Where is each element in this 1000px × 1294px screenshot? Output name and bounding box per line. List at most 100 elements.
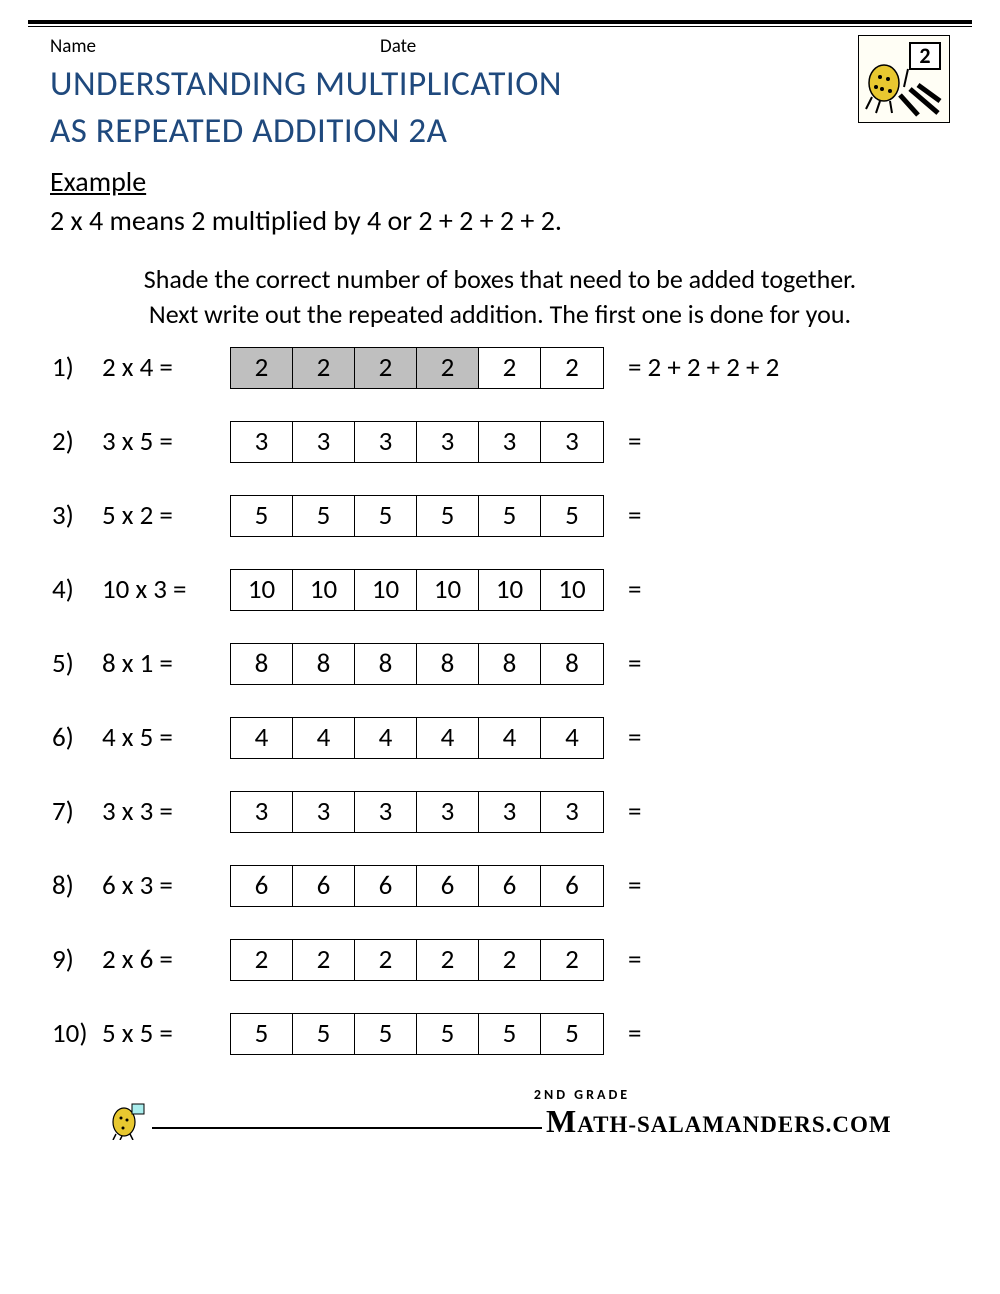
- box-cell: 3: [355, 792, 417, 832]
- boxes-strip: 555555: [230, 495, 604, 537]
- box-cell: 5: [293, 1014, 355, 1054]
- box-cell: 2: [231, 940, 293, 980]
- problem-answer: = 2 + 2 + 2 + 2: [604, 351, 779, 384]
- box-cell: 3: [355, 422, 417, 462]
- problem-row: 4)10 x 3 =101010101010=: [50, 568, 950, 612]
- box-cell: 5: [231, 1014, 293, 1054]
- problem-answer: =: [604, 869, 641, 902]
- problem-expression: 2 x 4 =: [102, 351, 230, 384]
- worksheet-title: UNDERSTANDING MULTIPLICATION AS REPEATED…: [50, 61, 950, 156]
- box-cell: 2: [479, 940, 541, 980]
- example-text: 2 x 4 means 2 multiplied by 4 or 2 + 2 +…: [50, 203, 950, 238]
- problem-number: 9): [50, 943, 102, 976]
- box-cell: 2: [355, 940, 417, 980]
- problem-answer: =: [604, 943, 641, 976]
- box-cell: 3: [417, 792, 479, 832]
- problem-row: 1)2 x 4 =222222= 2 + 2 + 2 + 2: [50, 346, 950, 390]
- date-label: Date: [380, 35, 858, 58]
- boxes-strip: 555555: [230, 1013, 604, 1055]
- problem-expression: 8 x 1 =: [102, 647, 230, 680]
- problem-row: 5)8 x 1 =888888=: [50, 642, 950, 686]
- boxes-strip: 666666: [230, 865, 604, 907]
- box-cell: 3: [541, 422, 603, 462]
- boxes-strip: 222222: [230, 347, 604, 389]
- instructions: Shade the correct number of boxes that n…: [50, 262, 950, 332]
- box-cell: 5: [293, 496, 355, 536]
- problem-number: 4): [50, 573, 102, 606]
- footer: 2ND GRADE MATH-SALAMANDERS.COM: [50, 1086, 950, 1165]
- box-cell: 2: [417, 940, 479, 980]
- problem-number: 6): [50, 721, 102, 754]
- box-cell: 2: [355, 348, 417, 388]
- problem-expression: 5 x 2 =: [102, 499, 230, 532]
- problem-expression: 5 x 5 =: [102, 1017, 230, 1050]
- box-cell: 5: [541, 496, 603, 536]
- footer-salamander-icon: [108, 1100, 146, 1140]
- svg-text:2: 2: [919, 42, 930, 69]
- title-line-1: UNDERSTANDING MULTIPLICATION: [50, 63, 562, 105]
- box-cell: 5: [479, 1014, 541, 1054]
- box-cell: 10: [293, 570, 355, 610]
- box-cell: 5: [231, 496, 293, 536]
- box-cell: 3: [417, 422, 479, 462]
- box-cell: 8: [355, 644, 417, 684]
- boxes-strip: 222222: [230, 939, 604, 981]
- box-cell: 10: [355, 570, 417, 610]
- boxes-strip: 101010101010: [230, 569, 604, 611]
- problem-expression: 3 x 5 =: [102, 425, 230, 458]
- worksheet-page: Name Date 2 UNDERSTANDING MULTIPLICATION…: [0, 27, 1000, 1165]
- box-cell: 6: [479, 866, 541, 906]
- problem-answer: =: [604, 647, 641, 680]
- instructions-line-1: Shade the correct number of boxes that n…: [144, 263, 856, 295]
- box-cell: 3: [231, 422, 293, 462]
- box-cell: 4: [355, 718, 417, 758]
- problem-answer: =: [604, 425, 641, 458]
- boxes-strip: 444444: [230, 717, 604, 759]
- salamander-logo-icon: 2: [862, 39, 946, 119]
- box-cell: 4: [417, 718, 479, 758]
- problem-number: 5): [50, 647, 102, 680]
- box-cell: 2: [479, 348, 541, 388]
- box-cell: 2: [541, 348, 603, 388]
- problem-expression: 10 x 3 =: [102, 573, 230, 606]
- box-cell: 4: [293, 718, 355, 758]
- box-cell: 8: [417, 644, 479, 684]
- box-cell: 8: [541, 644, 603, 684]
- box-cell: 10: [417, 570, 479, 610]
- problem-row: 9)2 x 6 =222222=: [50, 938, 950, 982]
- box-cell: 4: [231, 718, 293, 758]
- boxes-strip: 333333: [230, 791, 604, 833]
- box-cell: 5: [417, 1014, 479, 1054]
- box-cell: 10: [541, 570, 603, 610]
- title-line-2: AS REPEATED ADDITION 2A: [50, 110, 447, 152]
- problem-number: 7): [50, 795, 102, 828]
- problem-number: 2): [50, 425, 102, 458]
- box-cell: 2: [293, 348, 355, 388]
- problem-row: 7)3 x 3 =333333=: [50, 790, 950, 834]
- logo-box: 2: [858, 35, 950, 123]
- box-cell: 2: [231, 348, 293, 388]
- box-cell: 5: [355, 496, 417, 536]
- box-cell: 3: [479, 422, 541, 462]
- box-cell: 3: [479, 792, 541, 832]
- box-cell: 6: [293, 866, 355, 906]
- footer-site: MATH-SALAMANDERS.COM: [546, 1103, 892, 1140]
- box-cell: 2: [541, 940, 603, 980]
- problem-expression: 2 x 6 =: [102, 943, 230, 976]
- box-cell: 10: [231, 570, 293, 610]
- problem-number: 10): [50, 1017, 102, 1050]
- problems-list: 1)2 x 4 =222222= 2 + 2 + 2 + 22)3 x 5 =3…: [50, 346, 950, 1056]
- box-cell: 3: [293, 792, 355, 832]
- box-cell: 8: [293, 644, 355, 684]
- problem-row: 8)6 x 3 =666666=: [50, 864, 950, 908]
- name-label: Name: [50, 35, 380, 58]
- box-cell: 5: [355, 1014, 417, 1054]
- box-cell: 5: [417, 496, 479, 536]
- top-double-rule: [28, 20, 972, 27]
- problem-number: 1): [50, 351, 102, 384]
- footer-grade: 2ND GRADE: [152, 1086, 891, 1103]
- problem-expression: 6 x 3 =: [102, 869, 230, 902]
- instructions-line-2: Next write out the repeated addition. Th…: [149, 298, 851, 330]
- box-cell: 3: [231, 792, 293, 832]
- box-cell: 8: [479, 644, 541, 684]
